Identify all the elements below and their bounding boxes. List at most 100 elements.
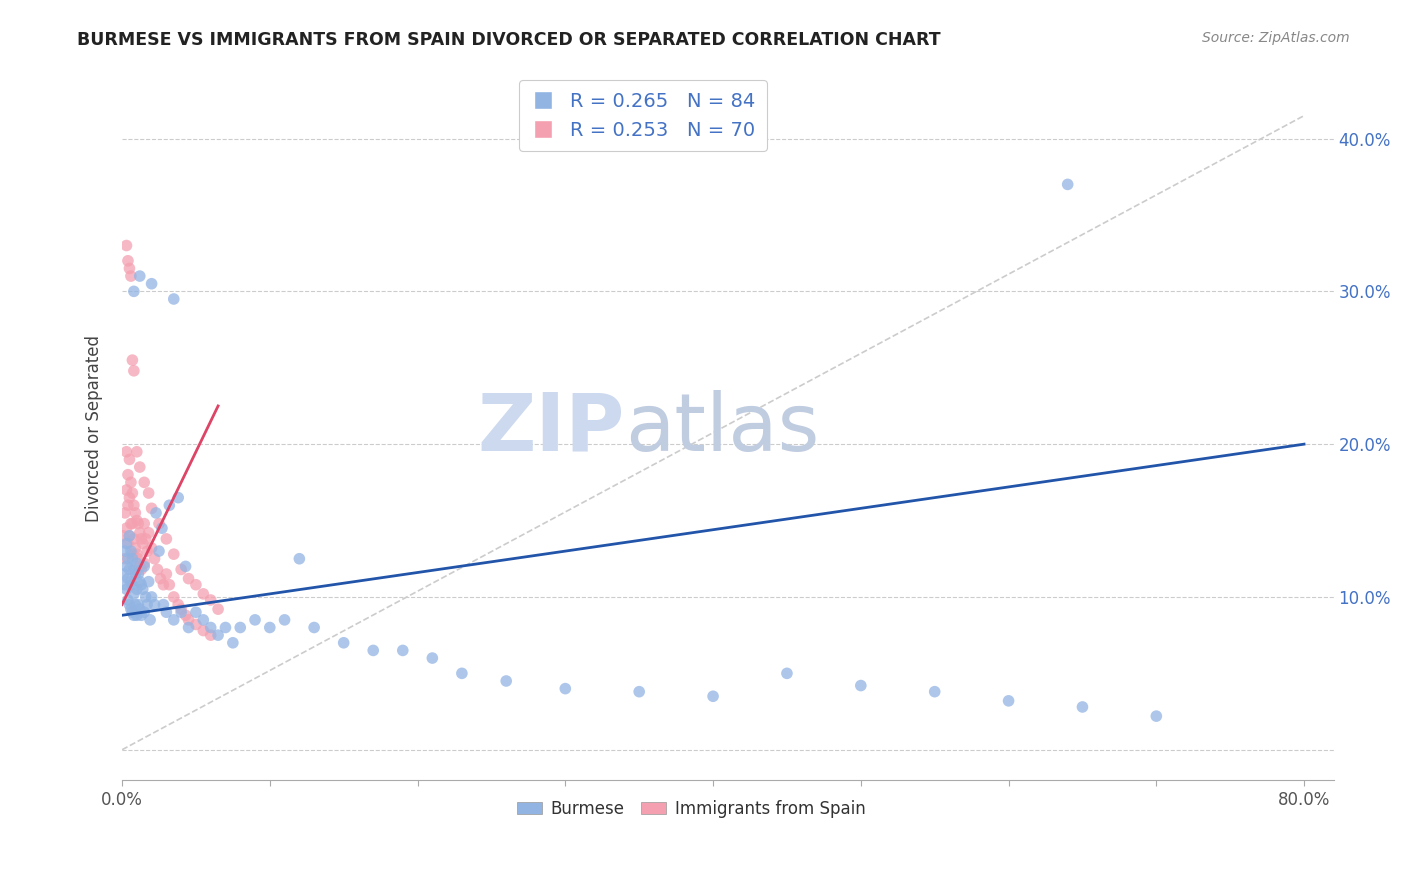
Point [125, 444, 148, 458]
Point [177, 613, 200, 627]
Point [121, 486, 143, 500]
Point [127, 598, 149, 612]
Point [128, 460, 150, 475]
Point [124, 506, 146, 520]
Point [141, 501, 163, 516]
Point [184, 617, 207, 632]
Point [117, 253, 139, 268]
Point [120, 475, 142, 490]
Point [125, 514, 148, 528]
Point [125, 557, 148, 571]
Point [124, 567, 146, 582]
Point [117, 572, 139, 586]
Point [121, 605, 143, 619]
Point [554, 681, 576, 696]
Point [152, 598, 174, 612]
Point [207, 602, 229, 616]
Point [114, 544, 136, 558]
Point [163, 292, 186, 306]
Point [114, 551, 136, 566]
Point [118, 529, 141, 543]
Point [174, 608, 197, 623]
Point [114, 578, 136, 592]
Point [139, 613, 162, 627]
Point [117, 551, 139, 566]
Point [141, 590, 163, 604]
Point [117, 498, 139, 512]
Point [420, 651, 443, 665]
Point [125, 547, 148, 561]
Point [115, 521, 138, 535]
Point [125, 608, 148, 623]
Point [288, 551, 311, 566]
Point [184, 605, 207, 619]
Point [155, 567, 177, 582]
Point [121, 551, 143, 566]
Point [924, 684, 946, 698]
Point [118, 261, 141, 276]
Point [157, 498, 180, 512]
Point [332, 636, 354, 650]
Point [135, 532, 157, 546]
Point [141, 541, 163, 555]
Point [170, 602, 193, 616]
Point [146, 562, 169, 576]
Point [149, 572, 172, 586]
Point [259, 620, 281, 634]
Point [184, 578, 207, 592]
Point [127, 516, 149, 531]
Point [118, 491, 141, 505]
Point [207, 628, 229, 642]
Point [115, 483, 138, 497]
Point [128, 269, 150, 284]
Point [150, 521, 173, 535]
Point [115, 238, 138, 252]
Point [145, 506, 167, 520]
Point [115, 559, 138, 574]
Point [114, 506, 136, 520]
Point [157, 578, 180, 592]
Point [148, 544, 170, 558]
Point [200, 593, 222, 607]
Point [143, 598, 166, 612]
Legend: Burmese, Immigrants from Spain: Burmese, Immigrants from Spain [510, 793, 872, 825]
Point [122, 364, 145, 378]
Point [193, 587, 215, 601]
Point [143, 551, 166, 566]
Point [121, 516, 143, 531]
Text: ZIP: ZIP [478, 390, 624, 468]
Point [273, 613, 295, 627]
Point [124, 598, 146, 612]
Point [163, 547, 186, 561]
Point [148, 516, 170, 531]
Point [1144, 709, 1167, 723]
Point [163, 613, 186, 627]
Point [302, 620, 325, 634]
Point [115, 582, 138, 597]
Point [702, 690, 724, 704]
Point [152, 578, 174, 592]
Point [117, 467, 139, 482]
Text: atlas: atlas [624, 390, 820, 468]
Point [128, 559, 150, 574]
Point [200, 620, 222, 634]
Point [120, 574, 142, 589]
Point [170, 605, 193, 619]
Point [118, 598, 141, 612]
Point [118, 452, 141, 467]
Point [118, 529, 141, 543]
Point [117, 593, 139, 607]
Point [122, 562, 145, 576]
Point [849, 679, 872, 693]
Point [121, 353, 143, 368]
Point [776, 666, 799, 681]
Point [118, 562, 141, 576]
Point [134, 559, 156, 574]
Point [495, 673, 517, 688]
Point [167, 491, 190, 505]
Point [124, 541, 146, 555]
Point [129, 532, 152, 546]
Point [193, 624, 215, 638]
Point [115, 444, 138, 458]
Point [127, 551, 149, 566]
